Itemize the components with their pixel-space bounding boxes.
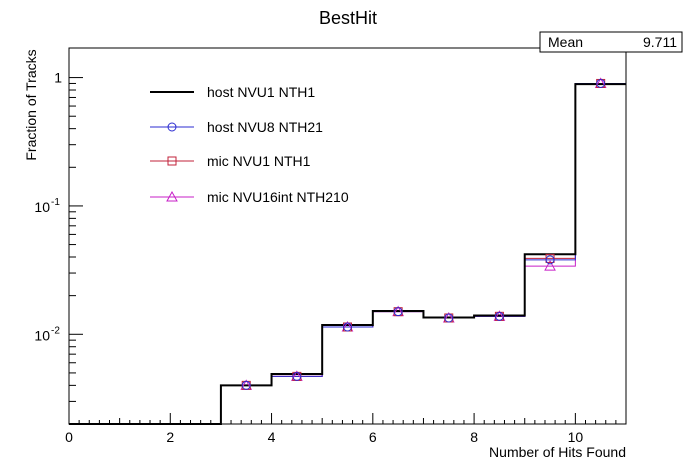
y-tick-label-base: 10 bbox=[34, 199, 50, 215]
legend-swatch-marker bbox=[167, 122, 177, 132]
data-point bbox=[444, 313, 454, 323]
data-point bbox=[241, 380, 251, 390]
x-axis-label: Number of Hits Found bbox=[489, 444, 626, 460]
stats-mean-value: 9.711 bbox=[643, 34, 677, 50]
legend-label: mic NVU16int NTH210 bbox=[207, 189, 349, 205]
y-tick-label-base: 10 bbox=[34, 327, 50, 343]
data-point bbox=[545, 255, 555, 265]
y-tick-label: 10 -2 bbox=[34, 325, 60, 343]
legend-item: host NVU8 NTH21 bbox=[150, 119, 323, 135]
stats-mean-label: Mean bbox=[548, 34, 583, 50]
y-tick-label: 1 bbox=[54, 70, 62, 86]
legend-label: mic NVU1 NTH1 bbox=[207, 153, 311, 169]
x-tick-label: 6 bbox=[369, 429, 377, 445]
stats-box-frame bbox=[539, 31, 683, 53]
y-tick-label-exponent: -2 bbox=[51, 325, 60, 336]
y-tick-label-exponent: -1 bbox=[51, 197, 60, 208]
data-point bbox=[544, 260, 556, 271]
legend-label: host NVU1 NTH1 bbox=[207, 84, 315, 100]
x-tick-label: 8 bbox=[470, 429, 478, 445]
y-axis-label: Fraction of Tracks bbox=[23, 49, 39, 160]
data-point bbox=[596, 78, 606, 88]
chart-title: BestHit bbox=[319, 8, 377, 28]
x-tick-label: 0 bbox=[65, 429, 73, 445]
y-tick-label: 10 -1 bbox=[34, 197, 60, 215]
data-point bbox=[292, 371, 302, 381]
x-axis: 0 2 4 6 8 10 bbox=[65, 413, 627, 445]
data-point bbox=[343, 322, 352, 332]
legend-item: host NVU1 NTH1 bbox=[150, 84, 315, 100]
x-tick-label: 2 bbox=[166, 429, 174, 445]
stats-box: Mean 9.711 bbox=[539, 31, 683, 53]
legend-label: host NVU8 NTH21 bbox=[207, 119, 323, 135]
x-tick-label: 4 bbox=[268, 429, 276, 445]
legend-swatch-marker bbox=[166, 190, 178, 202]
data-point bbox=[393, 307, 403, 317]
plot-frame bbox=[68, 47, 627, 425]
histogram-layer bbox=[69, 82, 626, 425]
plot-area bbox=[68, 47, 627, 425]
legend-swatch-marker bbox=[167, 156, 177, 166]
legend-item: mic NVU16int NTH210 bbox=[150, 189, 349, 205]
legend-item: mic NVU1 NTH1 bbox=[150, 153, 311, 169]
y-axis: 110-110-2 bbox=[34, 70, 83, 425]
marker-layer bbox=[240, 77, 607, 390]
series-line-0 bbox=[69, 83, 626, 425]
legend: host NVU1 NTH1 host NVU8 NTH21 mic NVU1 NT… bbox=[150, 84, 349, 205]
data-point bbox=[494, 311, 504, 321]
x-tick-label: 10 bbox=[568, 429, 584, 445]
